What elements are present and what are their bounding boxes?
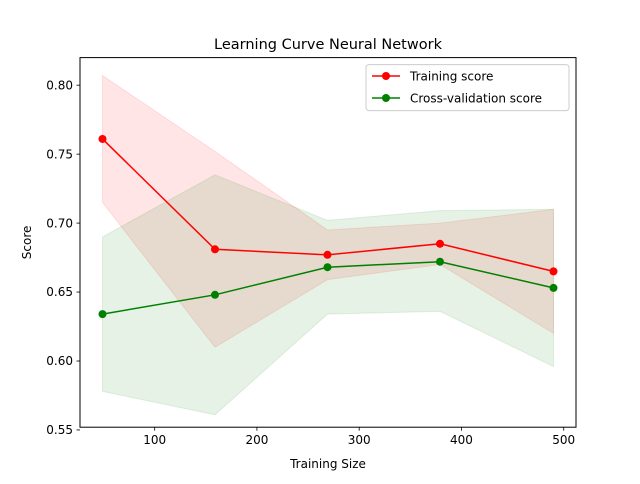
series-0-band	[101, 74, 555, 348]
legend-entry-label: Training score	[409, 69, 493, 83]
y-axis-label: Score	[20, 226, 34, 260]
series-0-point	[210, 245, 219, 254]
x-tick-label: 400	[450, 433, 473, 447]
x-tick-label: 500	[552, 433, 575, 447]
y-tick-label: 0.60	[46, 354, 73, 368]
series-1-point	[98, 310, 107, 319]
series-0-point	[98, 134, 107, 143]
x-axis: 100 200 300 400 500	[143, 427, 575, 447]
x-tick-label: 100	[143, 433, 166, 447]
legend-swatch-marker	[382, 72, 390, 80]
legend-entry-label: Cross-validation score	[410, 91, 542, 105]
chart-title: Learning Curve Neural Network	[214, 37, 443, 53]
plot-frame	[79, 57, 577, 428]
series-0-point	[435, 239, 444, 248]
series-markers	[98, 134, 558, 319]
legend: Training score Cross-validation score	[365, 64, 570, 112]
x-axis-label: Training Size	[289, 457, 366, 471]
y-tick-label: 0.70	[46, 216, 73, 230]
x-tick-label: 300	[348, 433, 371, 447]
series-1-band	[101, 174, 555, 416]
series-0-point	[549, 267, 558, 276]
legend-swatch-marker	[382, 94, 390, 102]
series-1-point	[549, 283, 558, 292]
y-axis: 0.55 0.60 0.65 0.70 0.75 0.80	[46, 78, 80, 437]
series-1-point	[210, 290, 219, 299]
y-tick-label: 0.65	[46, 285, 73, 299]
y-tick-label: 0.55	[46, 423, 73, 437]
confidence-bands	[101, 74, 555, 416]
y-tick-label: 0.75	[46, 147, 73, 161]
legend-frame	[365, 64, 570, 112]
series-1-point	[323, 263, 332, 272]
x-tick-label: 200	[245, 433, 268, 447]
series-1-point	[435, 257, 444, 266]
series-0-point	[323, 250, 332, 259]
y-tick-label: 0.80	[46, 78, 73, 92]
